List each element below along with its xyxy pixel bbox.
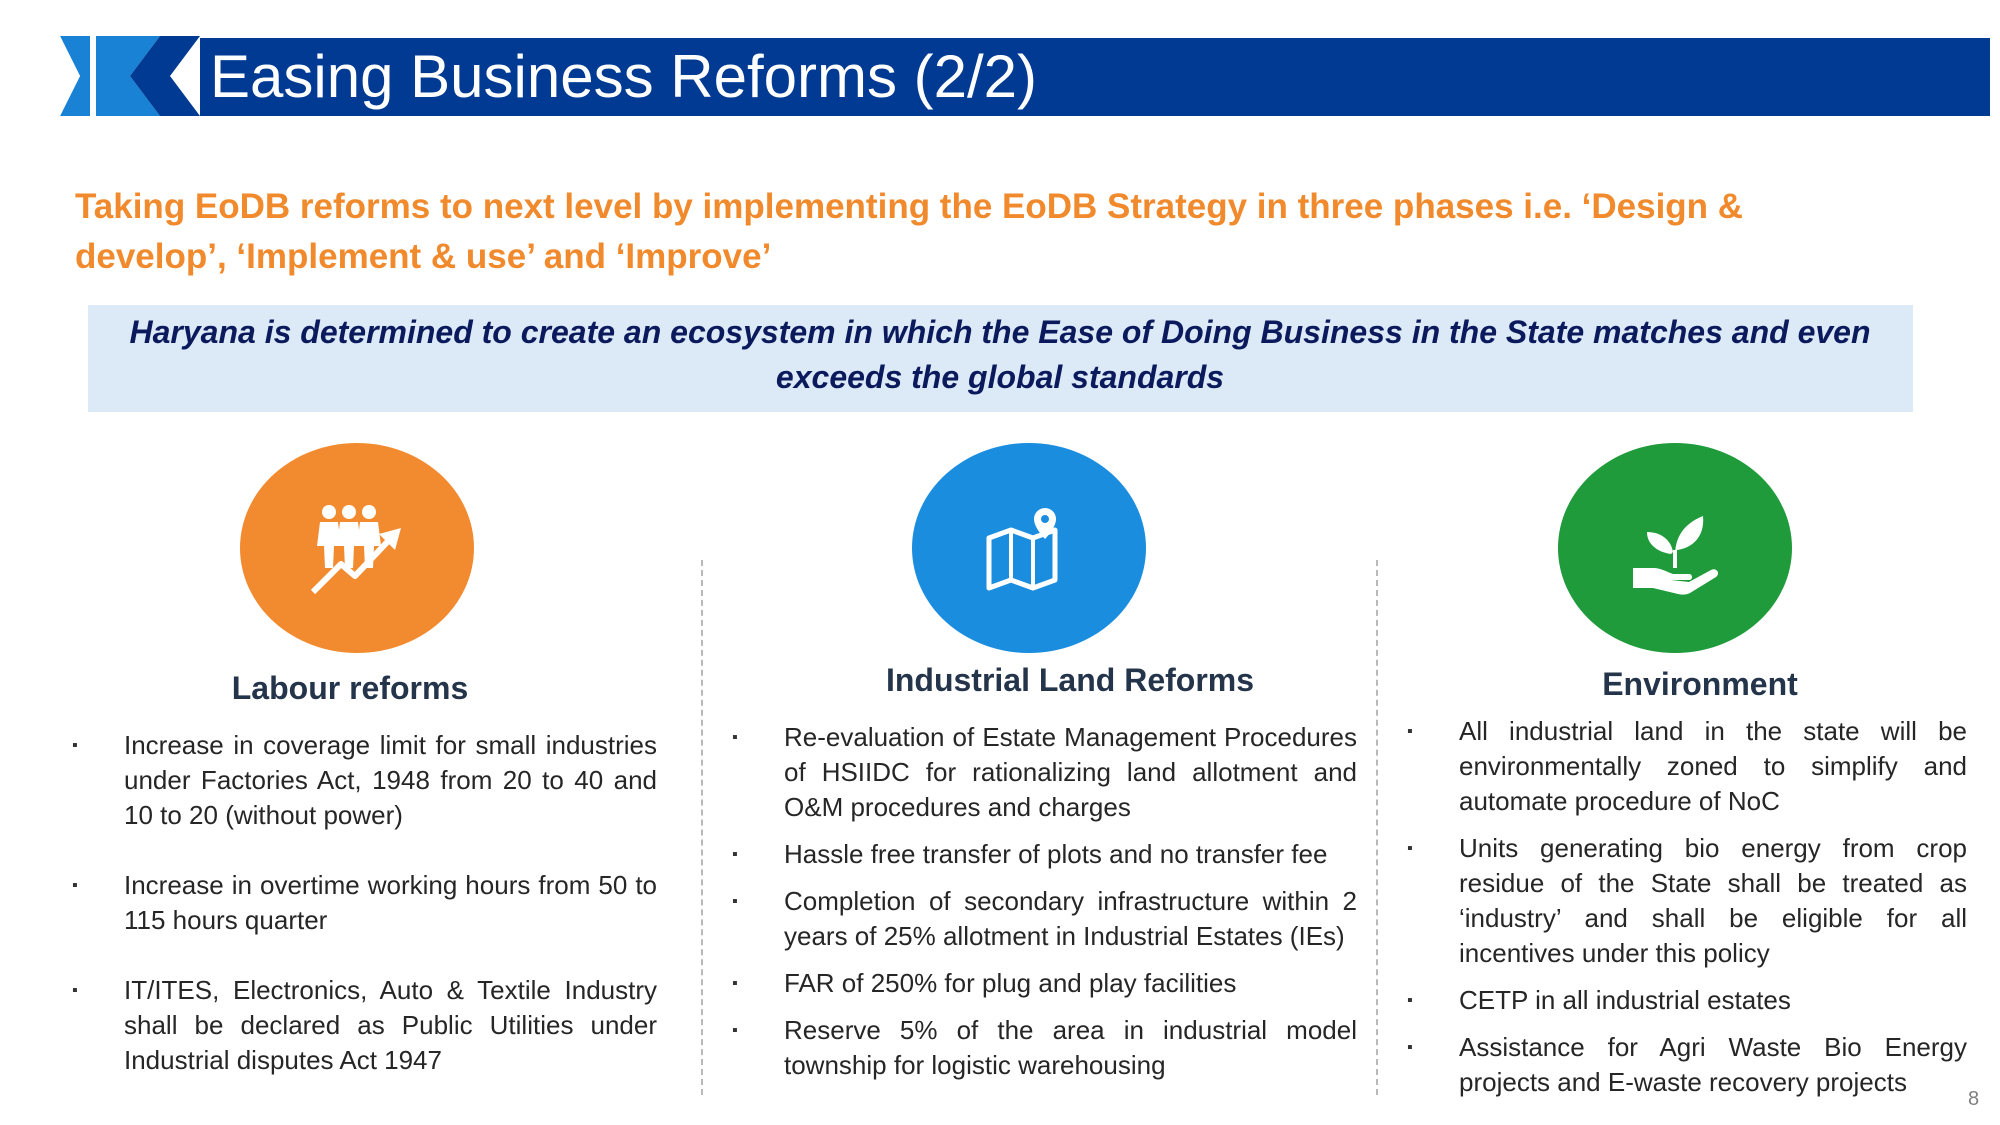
industrial-land-list: ▪ Re-evaluation of Estate Management Proc… <box>732 720 1357 1083</box>
list-item: ▪ Increase in overtime working hours from… <box>72 870 657 935</box>
labour-reforms-heading: Labour reforms <box>231 670 469 706</box>
list-item: ▪ FAR of 250% for plug and play facilitie… <box>732 968 1237 998</box>
page-number: 8 <box>1968 1088 1980 1110</box>
environment-heading: Environment <box>1602 666 1798 702</box>
column-divider <box>701 560 703 1095</box>
list-item: ▪ CETP in all industrial estates <box>1407 985 1791 1015</box>
environment-icon-circle <box>1558 443 1792 653</box>
land-icon-circle <box>912 443 1146 653</box>
list-item: ▪ Increase in coverage limit for small in… <box>72 730 657 830</box>
labour-reforms-list: ▪ Increase in coverage limit for small in… <box>72 728 657 1078</box>
map-location-icon <box>986 508 1058 591</box>
list-item: ▪ Reserve 5% of the area in industrial mo… <box>732 1015 1357 1080</box>
list-item: ▪ IT/ITES, Electronics, Auto & Textile In… <box>72 975 657 1075</box>
hand-plant-icon <box>1633 516 1719 595</box>
workforce-growth-icon <box>310 505 401 595</box>
column-divider <box>1376 560 1378 1095</box>
list-item: ▪ Completion of secondary infrastructure … <box>732 886 1357 951</box>
list-item: ▪ Hassle free transfer of plots and no tr… <box>732 839 1328 869</box>
list-item: ▪ Re-evaluation of Estate Management Proc… <box>732 722 1357 822</box>
page-title: Easing Business Reforms (2/2) <box>210 43 1037 110</box>
list-item: ▪ All industrial land in the state will b… <box>1407 716 1967 816</box>
environment-list: ▪ All industrial land in the state will b… <box>1407 714 1967 1100</box>
vision-statement: Haryana is determined to create an ecosy… <box>129 314 1871 395</box>
quote-box <box>88 305 1913 412</box>
list-item: ▪ Units generating bio energy from crop r… <box>1407 833 1967 968</box>
title-bar <box>200 38 1990 116</box>
subtitle: Taking EoDB reforms to next level by imp… <box>75 187 1744 276</box>
industrial-land-heading: Industrial Land Reforms <box>885 662 1255 698</box>
list-item: ▪ Assistance for Agri Waste Bio Energy pr… <box>1407 1032 1967 1097</box>
labour-icon-circle <box>240 443 474 653</box>
logo-icon <box>60 36 200 116</box>
